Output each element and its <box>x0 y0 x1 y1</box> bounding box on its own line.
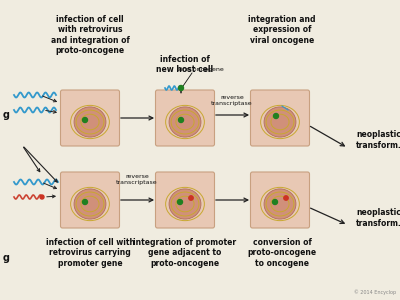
Circle shape <box>274 113 278 119</box>
Text: infection of cell
with retrovirus
and integration of
proto-oncogene: infection of cell with retrovirus and in… <box>50 15 130 55</box>
Text: © 2014 Encyclop: © 2014 Encyclop <box>354 290 396 295</box>
Ellipse shape <box>74 189 106 219</box>
Circle shape <box>82 118 88 122</box>
Text: infection of
new host cell: infection of new host cell <box>156 55 214 74</box>
Ellipse shape <box>264 107 296 137</box>
Ellipse shape <box>74 107 106 137</box>
Circle shape <box>189 196 193 200</box>
Text: viral oncogene: viral oncogene <box>177 67 223 72</box>
FancyBboxPatch shape <box>250 90 310 146</box>
Text: conversion of
proto-oncogene
to oncogene: conversion of proto-oncogene to oncogene <box>248 238 316 268</box>
Circle shape <box>272 200 278 205</box>
Ellipse shape <box>264 189 296 219</box>
Ellipse shape <box>169 107 201 137</box>
FancyBboxPatch shape <box>60 90 120 146</box>
Text: reverse
transcriptase: reverse transcriptase <box>116 174 158 185</box>
Circle shape <box>178 118 184 122</box>
FancyBboxPatch shape <box>250 172 310 228</box>
Text: neoplastic
transform…: neoplastic transform… <box>356 130 400 150</box>
Text: g: g <box>3 110 10 120</box>
FancyBboxPatch shape <box>60 172 120 228</box>
Text: g: g <box>3 253 10 263</box>
Ellipse shape <box>169 189 201 219</box>
Circle shape <box>82 200 88 205</box>
Circle shape <box>178 85 184 91</box>
FancyBboxPatch shape <box>156 90 214 146</box>
Text: infection of cell with
retrovirus carrying
promoter gene: infection of cell with retrovirus carryi… <box>46 238 134 268</box>
Text: reverse
transcriptase: reverse transcriptase <box>211 95 253 106</box>
Text: integration and
expression of
viral oncogene: integration and expression of viral onco… <box>248 15 316 45</box>
Circle shape <box>40 195 44 199</box>
Circle shape <box>284 196 288 200</box>
Circle shape <box>178 200 182 205</box>
FancyBboxPatch shape <box>156 172 214 228</box>
Text: integration of promoter
gene adjacent to
proto-oncogene: integration of promoter gene adjacent to… <box>134 238 236 268</box>
Text: neoplastic
transform…: neoplastic transform… <box>356 208 400 228</box>
